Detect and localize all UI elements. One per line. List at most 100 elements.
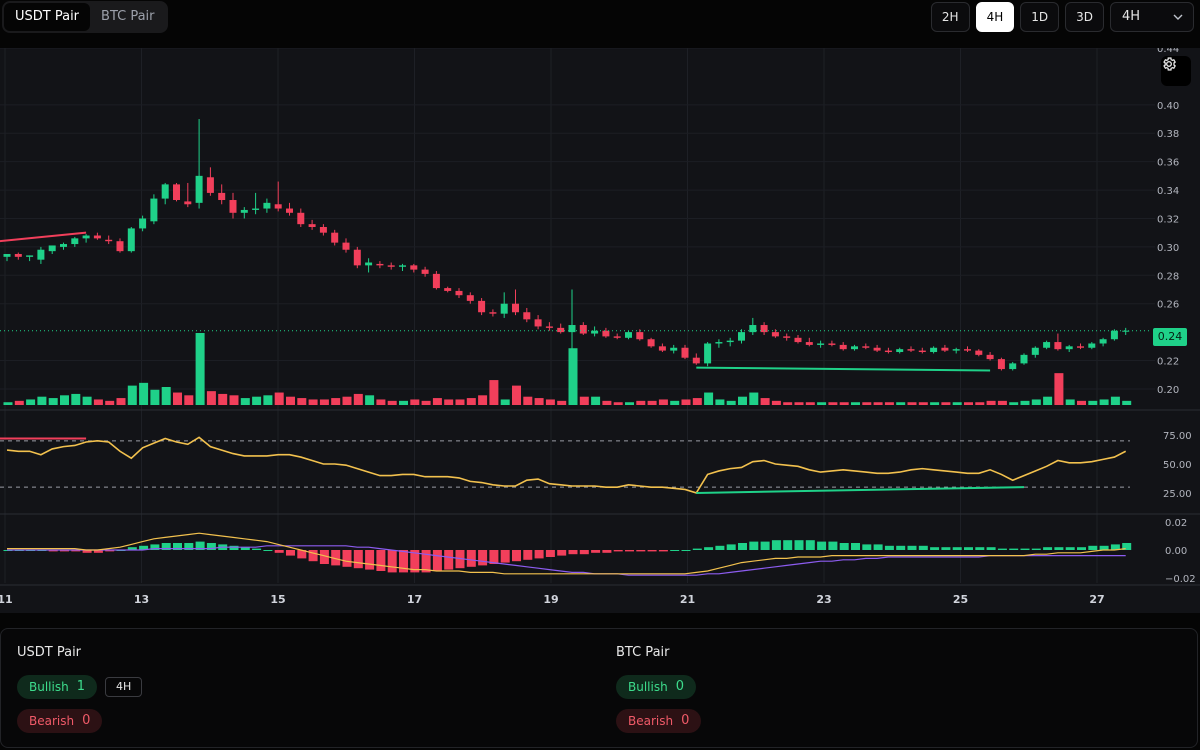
candle-body [997, 359, 1005, 370]
candle-body [399, 265, 406, 267]
candle-body [930, 347, 938, 353]
candle-body [93, 235, 101, 239]
candle-body [749, 325, 757, 333]
macd-histogram-bar [726, 544, 736, 550]
macd-histogram-bar [681, 550, 691, 551]
top-bar: USDT Pair BTC Pair 2H 4H 1D 3D 4H [0, 0, 1200, 40]
candle-body [1099, 339, 1107, 344]
candle-body [738, 332, 745, 341]
macd-histogram-bar [613, 550, 623, 552]
candle-body [579, 325, 587, 334]
chevron-down-icon [1173, 14, 1183, 20]
price-tick-label: 0.30 [1157, 243, 1179, 254]
macd-histogram-bar [184, 543, 194, 550]
usdt-timeframe-chip[interactable]: 4H [104, 677, 143, 697]
candle-body [331, 232, 339, 243]
btc-summary: BTC Pair Bullish 0 Bearish 0 [616, 645, 702, 733]
candle-body [975, 350, 983, 355]
volume-bar [161, 387, 171, 405]
volume-bar [851, 402, 860, 405]
volume-bar [240, 398, 250, 405]
candle-body [173, 184, 180, 201]
timeframe-4h-button[interactable]: 4H [975, 2, 1015, 32]
volume-bar [14, 400, 24, 405]
candle-body [1110, 330, 1118, 340]
macd-histogram-bar [534, 550, 544, 559]
macd-histogram-bar [1020, 548, 1030, 550]
candle-body [150, 198, 158, 222]
btc-summary-title: BTC Pair [616, 645, 670, 660]
volume-bar [692, 398, 702, 405]
macd-histogram-bar [862, 544, 872, 550]
macd-histogram-bar [986, 547, 996, 550]
usdt-bullish-badge[interactable]: Bullish 1 [17, 675, 97, 699]
candle-body [26, 255, 34, 257]
macd-histogram-bar [805, 540, 815, 550]
volume-bar [184, 395, 194, 405]
timeframe-3d-button[interactable]: 3D [1065, 2, 1104, 32]
macd-histogram-bar [715, 545, 725, 550]
price-chart[interactable]: 11 13 15 17 19 21 23 25 27 0.44 0.40 0.38 0.36 0.34 0.… [0, 48, 1200, 613]
macd-histogram-bar [896, 545, 906, 550]
candle-body [432, 273, 440, 289]
volume-bar [986, 400, 996, 405]
macd-histogram-bar [500, 550, 510, 563]
macd-histogram-bar [286, 550, 295, 556]
x-tick-label: 11 [0, 593, 13, 606]
volume-bar [342, 396, 352, 405]
volume-bar [964, 402, 973, 405]
price-tick-label: 0.40 [1157, 101, 1179, 112]
macd-tick-label: 0.00 [1165, 546, 1187, 557]
tab-btc-pair[interactable]: BTC Pair [101, 9, 155, 24]
usdt-bearish-badge[interactable]: Bearish 0 [17, 709, 103, 733]
chart-area[interactable]: 11 13 15 17 19 21 23 25 27 0.44 0.40 0.38 0.36 0.34 0.… [0, 48, 1200, 613]
volume-bar [602, 400, 612, 405]
candle-body [692, 357, 700, 364]
candle-body [308, 224, 316, 227]
candle-body [918, 350, 926, 353]
macd-histogram-bar [794, 540, 804, 550]
btc-bearish-badge[interactable]: Bearish 0 [616, 709, 702, 733]
macd-histogram-bar [523, 550, 533, 560]
timeframe-select[interactable]: 4H [1110, 2, 1194, 32]
macd-histogram-bar [1077, 547, 1086, 550]
candle-body [3, 253, 11, 257]
macd-histogram-bar [704, 547, 714, 550]
volume-bar [432, 398, 442, 405]
macd-histogram-bar [828, 541, 838, 550]
candle-body [658, 346, 666, 351]
candle-body [444, 288, 452, 291]
timeframe-2h-button[interactable]: 2H [930, 2, 970, 32]
candle-body [726, 340, 734, 343]
bearish-divergence-line [0, 231, 87, 243]
volume-bar [410, 399, 420, 405]
volume-bar [1054, 373, 1064, 405]
bearish-count: 0 [82, 713, 91, 728]
volume-bar [896, 402, 906, 405]
candle-body [14, 253, 22, 257]
volume-bar [738, 396, 747, 405]
candle-body [421, 269, 429, 274]
timeframe-1d-button[interactable]: 1D [1020, 2, 1060, 32]
chart-settings-button[interactable] [1161, 56, 1191, 86]
candle-body [263, 202, 271, 209]
volume-bar [263, 395, 273, 405]
macd-histogram-bar [760, 541, 770, 550]
volume-bar [997, 400, 1007, 405]
candle-body [715, 342, 723, 344]
current-price-label: 0.24 [1153, 328, 1187, 346]
gear-icon [1163, 57, 1177, 71]
volume-bar [455, 399, 465, 405]
volume-bar [353, 393, 363, 405]
candle-body [195, 175, 203, 203]
volume-bar [1009, 402, 1019, 405]
candle-body [884, 350, 892, 353]
candle-body [489, 312, 497, 314]
volume-bar [523, 396, 533, 405]
candle-body [568, 325, 576, 333]
x-tick-label: 13 [134, 593, 149, 606]
macd-histogram-bar [489, 550, 499, 564]
tab-usdt-pair[interactable]: USDT Pair [4, 3, 91, 31]
volume-bar [139, 382, 149, 405]
btc-bullish-badge[interactable]: Bullish 0 [616, 675, 696, 699]
